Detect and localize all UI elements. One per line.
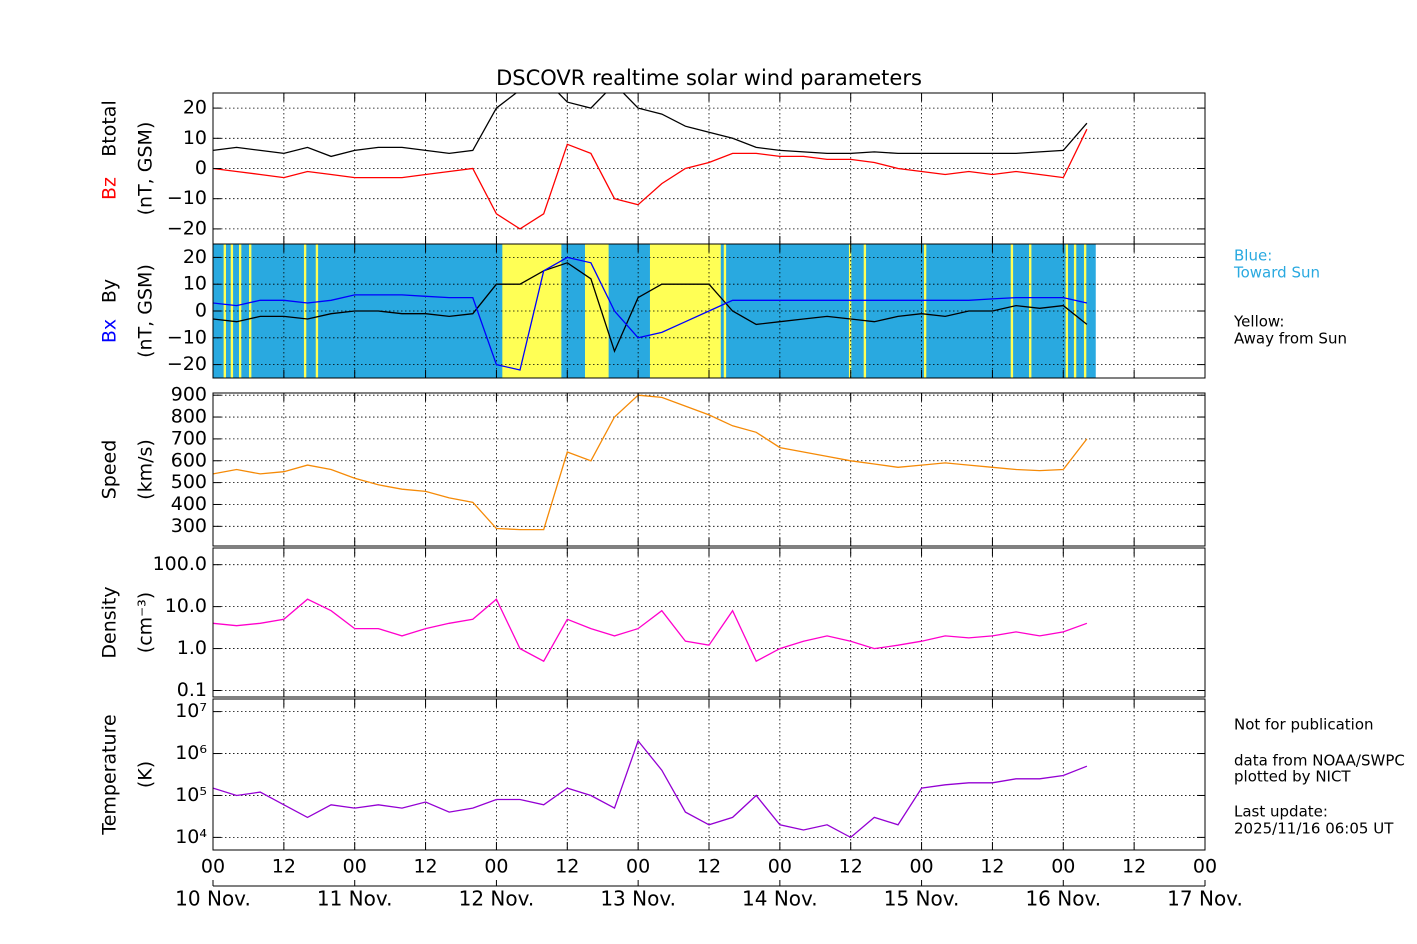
y-axis-label: Temperature	[99, 714, 121, 835]
x-tick-label: 00	[201, 856, 225, 878]
x-tick-label: 12	[697, 856, 721, 878]
y-tick-label: 100.0	[153, 553, 207, 575]
y-tick-label: 0.1	[177, 679, 207, 701]
panel	[213, 699, 1205, 850]
away-sector	[1010, 244, 1014, 378]
x-tick-label: 00	[1051, 856, 1075, 878]
y-tick-label: −10	[167, 326, 207, 348]
y-tick-label: 300	[171, 515, 207, 537]
day-label: 16 Nov.	[1025, 887, 1101, 911]
y-tick-label: 0	[195, 157, 207, 179]
day-label: 15 Nov.	[884, 887, 960, 911]
note: 2025/11/16 06:05 UT	[1234, 820, 1394, 838]
day-label: 17 Nov.	[1167, 887, 1243, 911]
y-tick-label: 10⁵	[175, 784, 207, 806]
y-tick-label: 10⁴	[175, 826, 207, 848]
away-sector	[223, 244, 226, 378]
y-tick-label: 700	[171, 427, 207, 449]
y-tick-label: 500	[171, 471, 207, 493]
y-axis-label: Density	[99, 586, 121, 658]
y-tick-label: 800	[171, 406, 207, 428]
x-tick-label: 00	[768, 856, 792, 878]
chart-title: DSCOVR realtime solar wind parameters	[496, 66, 922, 90]
y-tick-label: 0	[195, 300, 207, 322]
x-tick-label: 00	[626, 856, 650, 878]
away-sector	[230, 244, 234, 378]
y-tick-label: 1.0	[177, 637, 207, 659]
y-tick-label: 10	[183, 127, 207, 149]
note: Not for publication	[1234, 716, 1374, 734]
y-tick-label: 20	[183, 97, 207, 119]
day-label: 12 Nov.	[459, 887, 535, 911]
y-axis-unit: (K)	[135, 761, 157, 788]
panel-frame	[212, 547, 1206, 698]
x-tick-label: 00	[1193, 856, 1217, 878]
y-tick-label: 900	[171, 384, 207, 406]
x-tick-label: 12	[980, 856, 1004, 878]
away-sector	[1073, 244, 1077, 378]
y-axis-series-label: By	[99, 279, 121, 303]
y-tick-label: 400	[171, 493, 207, 515]
away-sector	[502, 244, 562, 378]
x-tick-label: 12	[413, 856, 437, 878]
y-tick-label: 10⁶	[175, 742, 207, 764]
y-tick-label: 20	[183, 246, 207, 268]
x-tick-label: 12	[272, 856, 296, 878]
panel	[213, 393, 1205, 546]
panel	[213, 93, 1205, 244]
x-tick-label: 00	[909, 856, 933, 878]
y-tick-label: −10	[167, 187, 207, 209]
y-tick-label: 10.0	[165, 595, 207, 617]
y-axis-unit: (nT, GSM)	[135, 122, 157, 216]
y-tick-label: 10⁷	[175, 700, 207, 722]
note: Yellow:	[1233, 313, 1284, 331]
y-axis-unit: (cm⁻³)	[135, 592, 157, 653]
y-axis-label: Speed	[99, 440, 121, 500]
away-sector	[1065, 244, 1069, 378]
away-sector	[723, 244, 727, 378]
away-sector	[315, 244, 319, 378]
y-axis-unit: (nT, GSM)	[135, 264, 157, 358]
x-tick-label: 00	[343, 856, 367, 878]
note: Blue:	[1234, 247, 1272, 265]
note: Last update:	[1234, 803, 1328, 821]
day-label: 14 Nov.	[742, 887, 818, 911]
data-line	[213, 739, 1088, 839]
x-tick-label: 00	[484, 856, 508, 878]
data-line	[213, 128, 1088, 230]
y-tick-label: −20	[167, 217, 207, 239]
y-tick-label: −20	[167, 353, 207, 375]
day-label: 10 Nov.	[175, 887, 251, 911]
away-sector	[863, 244, 867, 378]
y-tick-label: 10	[183, 273, 207, 295]
x-tick-label: 12	[555, 856, 579, 878]
away-sector	[585, 244, 609, 378]
y-axis-series-label: Bz	[99, 177, 121, 200]
note: data from NOAA/SWPC	[1234, 752, 1405, 770]
y-axis-series-label: Btotal	[99, 100, 121, 156]
x-tick-label: 12	[839, 856, 863, 878]
note: Away from Sun	[1234, 330, 1347, 348]
y-axis-unit: (km/s)	[135, 439, 157, 500]
data-line	[213, 598, 1088, 663]
note: Toward Sun	[1233, 264, 1320, 282]
day-label: 11 Nov.	[317, 887, 393, 911]
data-line	[213, 256, 1088, 371]
note: plotted by NICT	[1234, 768, 1351, 786]
data-line	[213, 394, 1088, 531]
panel	[213, 548, 1205, 697]
x-tick-label: 12	[1122, 856, 1146, 878]
y-tick-label: 600	[171, 449, 207, 471]
y-axis-series-label: Bx	[99, 319, 121, 343]
away-sector	[238, 244, 242, 378]
data-line	[213, 93, 1088, 158]
day-label: 13 Nov.	[600, 887, 676, 911]
panel	[213, 244, 1205, 378]
data-line	[213, 262, 1088, 354]
